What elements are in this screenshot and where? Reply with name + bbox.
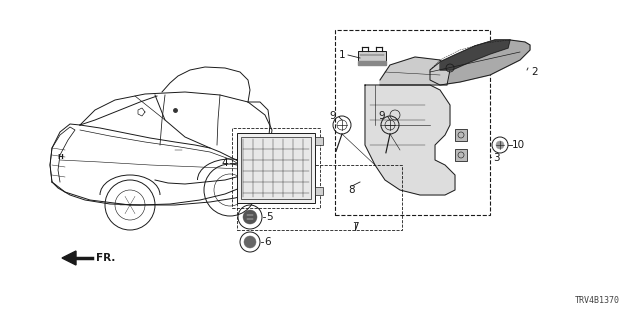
Text: 9: 9 bbox=[330, 111, 336, 121]
Text: 8: 8 bbox=[349, 185, 355, 195]
Bar bbox=[241, 137, 311, 199]
Text: 4: 4 bbox=[221, 158, 228, 168]
Text: 5: 5 bbox=[266, 212, 273, 222]
Polygon shape bbox=[440, 40, 510, 70]
Bar bbox=[232, 128, 320, 208]
Text: 10: 10 bbox=[512, 140, 525, 150]
Circle shape bbox=[244, 236, 256, 248]
Bar bbox=[455, 149, 467, 161]
Polygon shape bbox=[430, 40, 530, 85]
Bar bbox=[315, 137, 323, 145]
Text: 9: 9 bbox=[379, 111, 385, 121]
Bar bbox=[315, 187, 323, 195]
Bar bbox=[335, 30, 490, 215]
Polygon shape bbox=[358, 61, 386, 65]
Polygon shape bbox=[380, 57, 450, 85]
Text: 2: 2 bbox=[532, 67, 538, 77]
Text: FR.: FR. bbox=[96, 253, 115, 263]
Circle shape bbox=[496, 141, 504, 149]
Text: TRV4B1370: TRV4B1370 bbox=[575, 296, 620, 305]
Bar bbox=[237, 165, 402, 230]
Text: 3: 3 bbox=[493, 153, 499, 163]
Text: H: H bbox=[57, 154, 63, 160]
Bar bbox=[237, 133, 315, 203]
Text: 7: 7 bbox=[352, 222, 358, 232]
Polygon shape bbox=[365, 85, 455, 195]
Bar bbox=[455, 129, 467, 141]
Bar bbox=[358, 51, 386, 65]
Text: 6: 6 bbox=[264, 237, 271, 247]
Polygon shape bbox=[62, 251, 76, 265]
Text: 1: 1 bbox=[339, 50, 346, 60]
Circle shape bbox=[243, 210, 257, 224]
